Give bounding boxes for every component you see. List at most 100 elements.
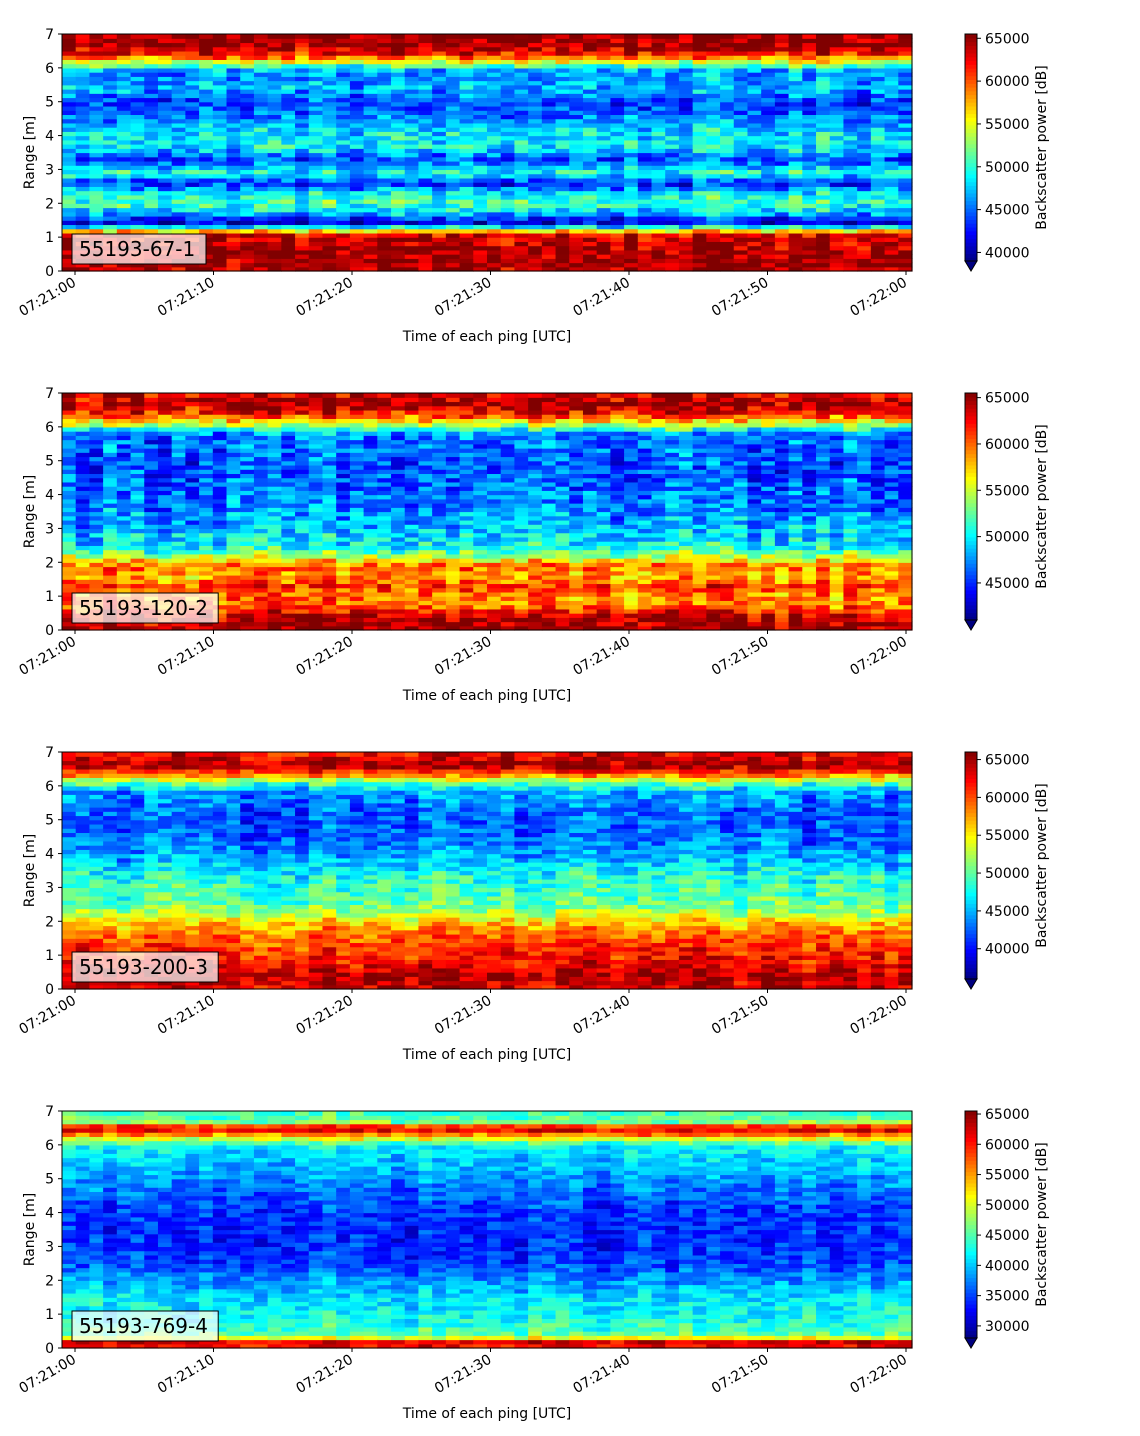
heatmap-cell — [377, 160, 392, 166]
heatmap-cell — [363, 448, 378, 453]
heatmap-cell — [185, 38, 200, 44]
heatmap-cell — [240, 448, 255, 453]
heatmap-cell — [281, 249, 296, 255]
heatmap-cell — [432, 156, 447, 162]
heatmap-cell — [157, 448, 173, 453]
heatmap-cell — [418, 169, 433, 175]
heatmap-cell — [185, 135, 200, 141]
heatmap-cell — [226, 177, 241, 183]
heatmap-cell — [253, 241, 269, 247]
heatmap-cell — [500, 262, 516, 268]
heatmap-cell — [144, 414, 159, 419]
heatmap-cell — [391, 409, 406, 415]
heatmap-cell — [62, 422, 77, 428]
heatmap-cell — [624, 114, 639, 120]
heatmap-cell — [322, 570, 337, 576]
heatmap-cell — [678, 165, 694, 171]
heatmap-cell — [308, 84, 324, 90]
heatmap-cell — [281, 409, 296, 415]
heatmap-cell — [651, 38, 666, 44]
heatmap-cell — [281, 89, 296, 94]
heatmap-cell — [336, 553, 351, 559]
colorbar-segment — [965, 226, 977, 232]
heatmap-cell — [898, 160, 913, 166]
heatmap-cell — [130, 460, 145, 466]
heatmap-cell — [336, 262, 351, 268]
heatmap-cell — [281, 473, 296, 479]
heatmap-cell — [116, 203, 132, 209]
heatmap-cell — [226, 118, 241, 124]
heatmap-cell — [336, 186, 351, 192]
heatmap-cell — [336, 613, 351, 618]
heatmap-cell — [596, 101, 611, 107]
heatmap-cell — [569, 203, 584, 209]
heatmap-cell — [692, 190, 707, 196]
heatmap-cell — [253, 63, 269, 69]
heatmap-cell — [857, 80, 872, 86]
heatmap-cell — [624, 101, 639, 107]
heatmap-cell — [157, 393, 173, 398]
heatmap-cell — [185, 50, 200, 56]
heatmap-cell — [692, 139, 707, 145]
heatmap-cell — [240, 50, 255, 56]
heatmap-cell — [349, 541, 365, 546]
heatmap-cell — [788, 152, 803, 158]
heatmap-cell — [75, 558, 91, 563]
heatmap-cell — [651, 228, 666, 234]
heatmap-cell — [281, 600, 296, 606]
heatmap-cell — [240, 460, 255, 466]
heatmap-cell — [212, 182, 228, 187]
heatmap-cell — [89, 401, 104, 407]
heatmap-cell — [733, 224, 749, 230]
heatmap-cell — [555, 139, 570, 145]
heatmap-cell — [171, 46, 186, 52]
heatmap-cell — [281, 519, 296, 525]
heatmap-cell — [678, 84, 694, 90]
heatmap-cell — [706, 241, 721, 247]
heatmap-cell — [404, 224, 420, 230]
heatmap-cell — [103, 182, 118, 187]
heatmap-cell — [144, 490, 159, 496]
heatmap-cell — [199, 177, 214, 183]
heatmap-cell — [761, 63, 776, 69]
heatmap-cell — [212, 241, 228, 247]
heatmap-cell — [130, 97, 145, 103]
heatmap-cell — [391, 67, 406, 73]
heatmap-cell — [336, 80, 351, 86]
colorbar-segment — [965, 196, 977, 202]
heatmap-cell — [308, 503, 324, 508]
heatmap-cell — [884, 101, 899, 107]
heatmap-cell — [75, 118, 91, 124]
heatmap-cell — [130, 486, 145, 491]
heatmap-cell — [295, 72, 310, 77]
heatmap-cell — [541, 203, 557, 209]
heatmap-cell — [528, 262, 543, 268]
heatmap-cell — [130, 536, 145, 542]
heatmap-cell — [843, 46, 858, 52]
heatmap-cell — [267, 439, 282, 445]
heatmap-cell — [157, 190, 173, 196]
heatmap-cell — [199, 439, 214, 445]
heatmap-cell — [843, 76, 858, 82]
heatmap-cell — [774, 241, 790, 247]
heatmap-cell — [62, 397, 77, 403]
heatmap-cell — [171, 566, 186, 572]
heatmap-cell — [363, 190, 378, 196]
heatmap-cell — [500, 152, 516, 158]
heatmap-cell — [802, 207, 817, 213]
heatmap-cell — [281, 122, 296, 128]
heatmap-cell — [445, 237, 461, 242]
heatmap-cell — [322, 422, 337, 428]
heatmap-cell — [500, 165, 516, 171]
heatmap-cell — [116, 118, 132, 124]
heatmap-cell — [665, 101, 680, 107]
heatmap-cell — [281, 503, 296, 508]
heatmap-cell — [171, 464, 186, 470]
heatmap-cell — [212, 431, 228, 436]
heatmap-cell — [116, 477, 132, 483]
heatmap-cell — [678, 152, 694, 158]
heatmap-cell — [391, 405, 406, 411]
heatmap-cell — [185, 439, 200, 445]
heatmap-cell — [445, 254, 461, 259]
heatmap-cell — [185, 503, 200, 508]
